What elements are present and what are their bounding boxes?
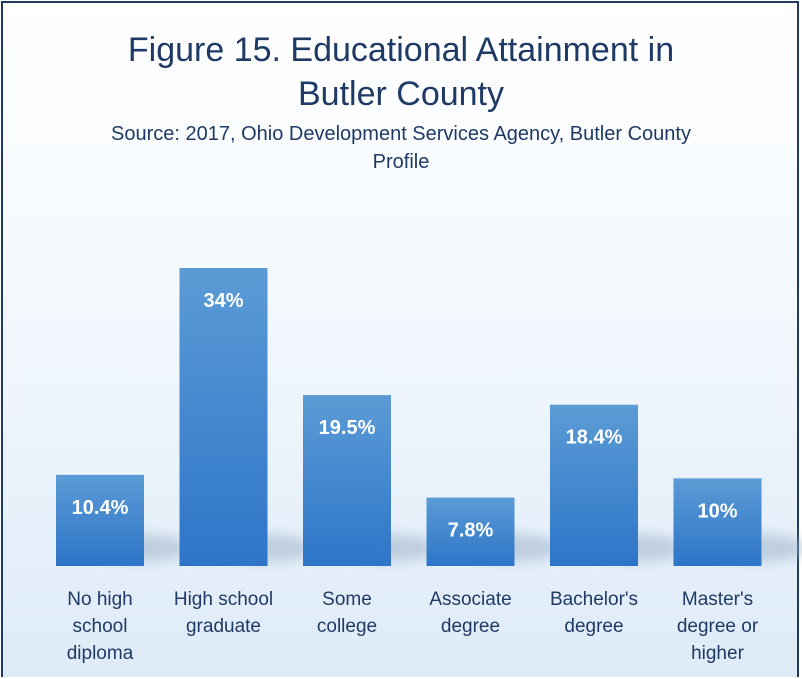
bar-2 [303,395,391,566]
chart-subtitle: Source: 2017, Ohio Development Services … [111,123,691,173]
category-label-line: degree [441,616,500,637]
category-label-line: No high [67,589,133,610]
data-label-3: 7.8% [448,520,494,542]
category-label-line: college [317,616,377,637]
category-label-line: Associate [429,589,511,610]
category-label-5: Master's degree or higher [677,589,759,664]
chart-title: Figure 15. Educational Attainment in But… [0,28,802,116]
chart-title-line-2: Butler County [298,75,504,113]
bar-1 [179,268,268,566]
category-label-line: graduate [186,616,261,637]
category-label-4: Bachelor's degree [550,589,638,637]
category-label-1: High school graduate [174,589,273,637]
category-label-line: Master's [682,589,753,610]
category-label-line: diploma [67,643,134,664]
category-label-0: No high school diploma [67,589,134,664]
bar-4 [550,404,638,566]
bar-5 [673,478,762,566]
category-label-line: degree [564,616,623,637]
category-label-line: higher [691,643,744,664]
category-label-line: Bachelor's [550,589,638,610]
data-label-2: 19.5% [319,417,376,439]
chart-title-line-1: Figure 15. Educational Attainment in [127,31,675,69]
data-label-0: 10.4% [72,497,129,519]
category-label-3: Associate degree [429,589,511,637]
category-label-line: school [73,616,128,637]
category-label-line: High school [174,589,273,610]
bar-0 [56,474,144,566]
data-label-5: 10% [697,500,737,522]
category-label-2: Some college [317,589,377,637]
bar-3 [426,497,515,566]
category-label-line: degree or [677,616,759,637]
category-label-line: Some [322,589,372,610]
data-label-1: 34% [203,290,243,312]
data-label-4: 18.4% [566,427,623,449]
